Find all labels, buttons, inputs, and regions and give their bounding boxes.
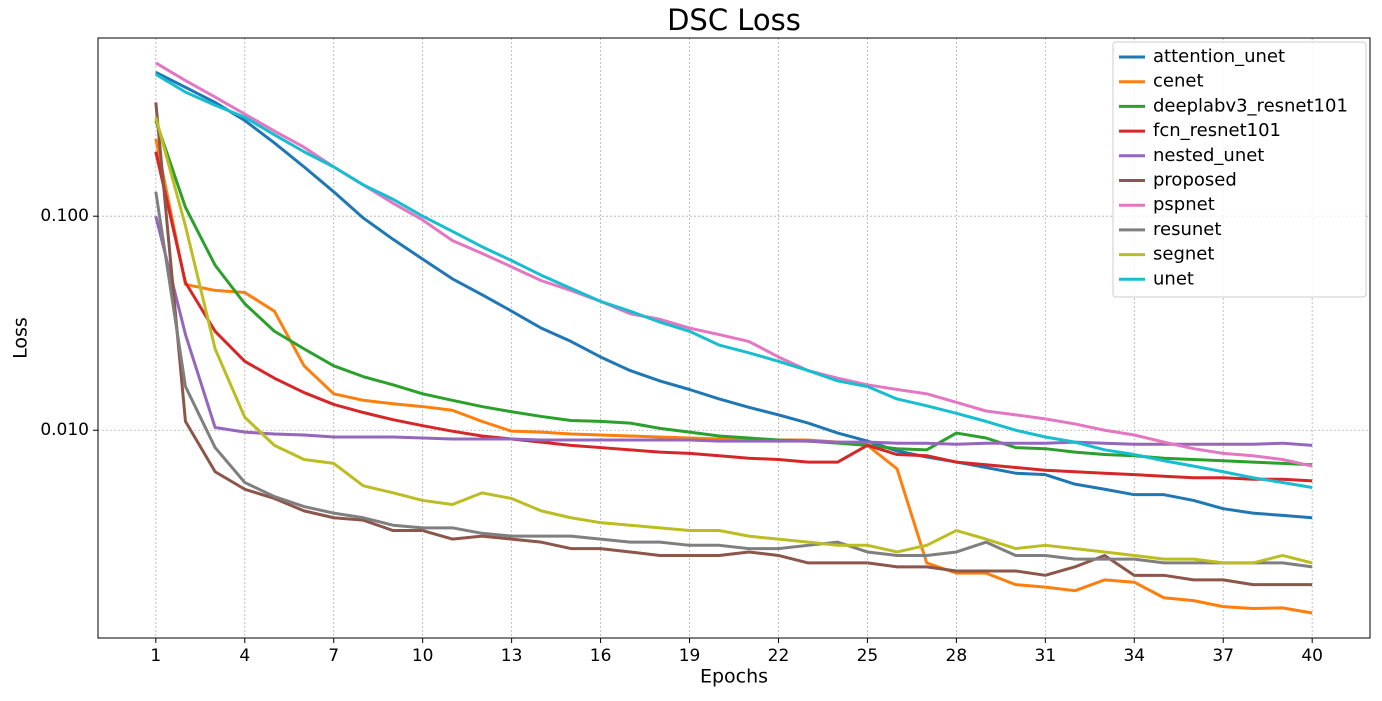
- x-tick-label: 13: [501, 646, 523, 666]
- x-tick-label: 37: [1212, 646, 1234, 666]
- legend-label: resunet: [1153, 219, 1221, 240]
- x-tick-label: 22: [768, 646, 790, 666]
- chart-title: DSC Loss: [667, 3, 801, 37]
- legend-label: cenet: [1153, 71, 1204, 92]
- y-axis-label: Loss: [10, 317, 32, 359]
- x-tick-label: 7: [328, 646, 339, 666]
- x-tick-label: 25: [857, 646, 879, 666]
- legend-label: deeplabv3_resnet101: [1153, 95, 1348, 116]
- x-tick-label: 19: [679, 646, 701, 666]
- legend-label: fcn_resnet101: [1153, 120, 1281, 141]
- x-tick-label: 16: [590, 646, 612, 666]
- line-series: [154, 119, 1313, 467]
- line-series: [154, 116, 1313, 565]
- legend-label: attention_unet: [1153, 46, 1285, 67]
- y-tick-label: 0.100: [40, 206, 89, 226]
- line-series: [154, 151, 1313, 483]
- x-tick-label: 28: [946, 646, 968, 666]
- line-series: [154, 215, 1313, 447]
- line-series: [155, 71, 1313, 520]
- line-series: [154, 102, 1313, 587]
- y-tick-label: 0.010: [40, 420, 89, 440]
- x-tick-label: 4: [239, 646, 250, 666]
- legend-label: pspnet: [1153, 194, 1215, 215]
- legend-label: proposed: [1153, 170, 1237, 191]
- line-series: [154, 191, 1313, 569]
- legend-label: nested_unet: [1153, 145, 1264, 166]
- plot-frame: [97, 37, 1371, 639]
- x-tick-label: 10: [412, 646, 434, 666]
- x-tick-label: 40: [1301, 646, 1323, 666]
- legend-box: [1112, 41, 1367, 298]
- legend-label: unet: [1153, 268, 1194, 289]
- line-series: [154, 138, 1313, 615]
- x-tick-label: 34: [1123, 646, 1145, 666]
- line-series: [155, 73, 1313, 489]
- legend-label: segnet: [1153, 244, 1214, 265]
- x-axis-label: Epochs: [700, 666, 768, 688]
- x-tick-label: 31: [1035, 646, 1057, 666]
- x-tick-label: 1: [150, 646, 161, 666]
